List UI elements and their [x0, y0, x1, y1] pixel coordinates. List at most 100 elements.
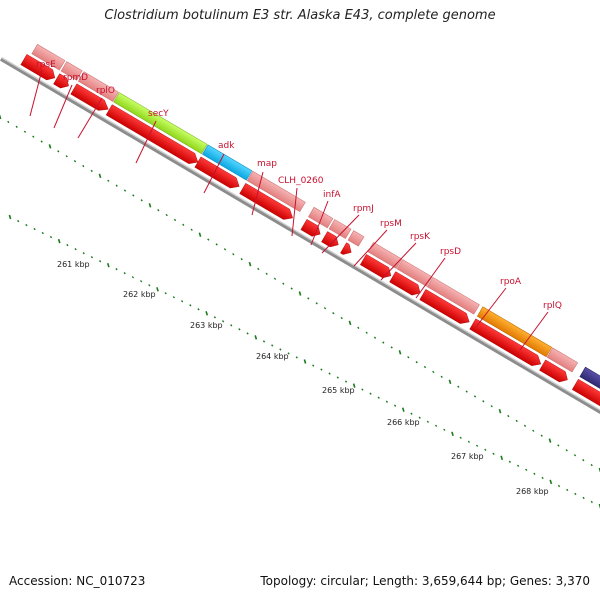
kbp-label: 267 kbp	[451, 452, 484, 461]
ruler-tick	[115, 184, 118, 187]
gene-label-rpse[interactable]: rpsE	[36, 60, 56, 70]
gene-box-rpoa[interactable]	[476, 306, 553, 358]
cds-arrow[interactable]	[300, 219, 323, 239]
ruler-tick	[230, 324, 233, 327]
cds-arrow[interactable]	[571, 378, 600, 423]
ruler-tick	[323, 307, 327, 310]
gene-track	[0, 44, 600, 457]
gene-box-rpsk[interactable]	[396, 259, 433, 287]
gene-label-rplq[interactable]: rplQ	[543, 301, 562, 311]
gene-box-infa[interactable]	[328, 219, 352, 239]
gene-label-rpsm[interactable]: rpsM	[380, 219, 402, 229]
ruler-tick	[541, 476, 544, 480]
ruler-tick	[410, 412, 413, 415]
cds-arrow[interactable]	[340, 242, 354, 258]
ruler-tick	[282, 282, 285, 285]
ruler-tick	[279, 348, 282, 351]
ruler-tick	[361, 388, 364, 391]
gene-box-rpmj[interactable]	[347, 230, 365, 247]
ruler-tick	[221, 320, 225, 323]
cds-arrow[interactable]	[321, 231, 341, 250]
ruler-tick	[139, 280, 143, 283]
ruler-tick	[443, 428, 446, 431]
ruler-tick	[590, 500, 593, 504]
gene-box-rpmd[interactable]	[60, 61, 83, 81]
ruler-tick	[0, 114, 2, 120]
ruler-tick	[41, 231, 44, 235]
ruler-tick	[15, 125, 18, 129]
gene-box-next[interactable]	[579, 366, 600, 423]
cds-arrow[interactable]	[539, 359, 570, 385]
ruler-tick	[82, 164, 85, 168]
gene-box-map[interactable]	[246, 170, 306, 213]
cds-arrow[interactable]	[105, 104, 201, 168]
gene-label-clh0260[interactable]: CLH_0260	[278, 176, 324, 186]
gene-label-map[interactable]: map	[257, 159, 277, 169]
ruler-tick	[451, 431, 454, 437]
cds-arrow[interactable]	[469, 318, 544, 369]
ruler-tick	[340, 316, 343, 320]
genome-backbone	[0, 57, 600, 457]
cds-arrow[interactable]	[194, 156, 242, 192]
cds-arrow[interactable]	[53, 73, 72, 91]
cds-arrow[interactable]	[239, 183, 296, 223]
ruler-tick	[106, 262, 110, 268]
kbp-label: 265 kbp	[322, 386, 355, 395]
gene-label-rpsk[interactable]: rpsK	[410, 232, 431, 242]
ruler-tick	[265, 272, 268, 276]
ruler-tick	[393, 404, 397, 407]
gene-label-adk[interactable]: adk	[218, 141, 235, 151]
ruler-tick	[7, 120, 10, 124]
gene-box-adk[interactable]	[202, 144, 253, 181]
ruler-tick	[23, 130, 27, 133]
ruler-tick	[398, 350, 402, 355]
gene-label-infa[interactable]: infA	[323, 190, 341, 200]
ruler-tick	[140, 199, 143, 202]
ruler-tick	[123, 271, 126, 275]
ruler-tick	[213, 316, 217, 319]
cds-arrow[interactable]	[359, 254, 394, 281]
gene-label-rpsd[interactable]: rpsD	[440, 247, 461, 257]
ruler-tick	[17, 219, 20, 223]
ruler-tick	[254, 335, 258, 340]
gene-box-secy[interactable]	[113, 92, 208, 155]
leader-line	[310, 200, 329, 246]
ruler-tick	[373, 336, 377, 339]
leader-line	[321, 214, 360, 254]
ruler-tick	[582, 458, 585, 462]
gene-box-rpsd[interactable]	[426, 276, 480, 315]
ruler-tick	[90, 255, 94, 259]
gene-box-rplo[interactable]	[78, 71, 119, 102]
gene-box-rplq[interactable]	[546, 347, 578, 373]
ruler-tick	[123, 189, 127, 192]
ruler-tick	[107, 179, 110, 182]
gene-label-rpoa[interactable]: rpoA	[500, 277, 522, 287]
gene-label-secy[interactable]: secY	[148, 109, 169, 119]
ruler-tick	[98, 259, 102, 263]
ruler-tick	[407, 356, 410, 359]
cds-arrow[interactable]	[419, 289, 473, 327]
ruler-tick	[385, 400, 389, 403]
gene-label-rpmd[interactable]: rpmD	[63, 73, 88, 83]
gene-box-rpse[interactable]	[31, 44, 66, 71]
cds-arrow[interactable]	[20, 54, 58, 83]
leader-line	[415, 257, 446, 299]
ruler-tick	[473, 395, 477, 398]
ruler-tick	[303, 359, 307, 364]
cds-arrow[interactable]	[389, 271, 424, 299]
ruler-tick	[401, 407, 405, 412]
kbp-scale-labels: 261 kbp 262 kbp 263 kbp 264 kbp 265 kbp …	[57, 260, 549, 496]
ruler-tick	[8, 214, 12, 220]
gene-label-rpmj[interactable]: rpmJ	[353, 204, 374, 214]
ruler-tick	[287, 352, 290, 355]
ruler-tick	[182, 223, 185, 227]
ruler-tick	[315, 302, 318, 305]
ruler-tick	[475, 444, 479, 447]
gene-label-rplo[interactable]: rplO	[96, 86, 115, 96]
ruler-tick	[90, 169, 93, 173]
gene-box-rpsm[interactable]	[367, 241, 403, 269]
ruler-tick	[148, 203, 152, 208]
leader-line	[29, 69, 43, 117]
ruler-tick	[223, 248, 227, 251]
accession-text: Accession: NC_010723	[9, 574, 146, 588]
